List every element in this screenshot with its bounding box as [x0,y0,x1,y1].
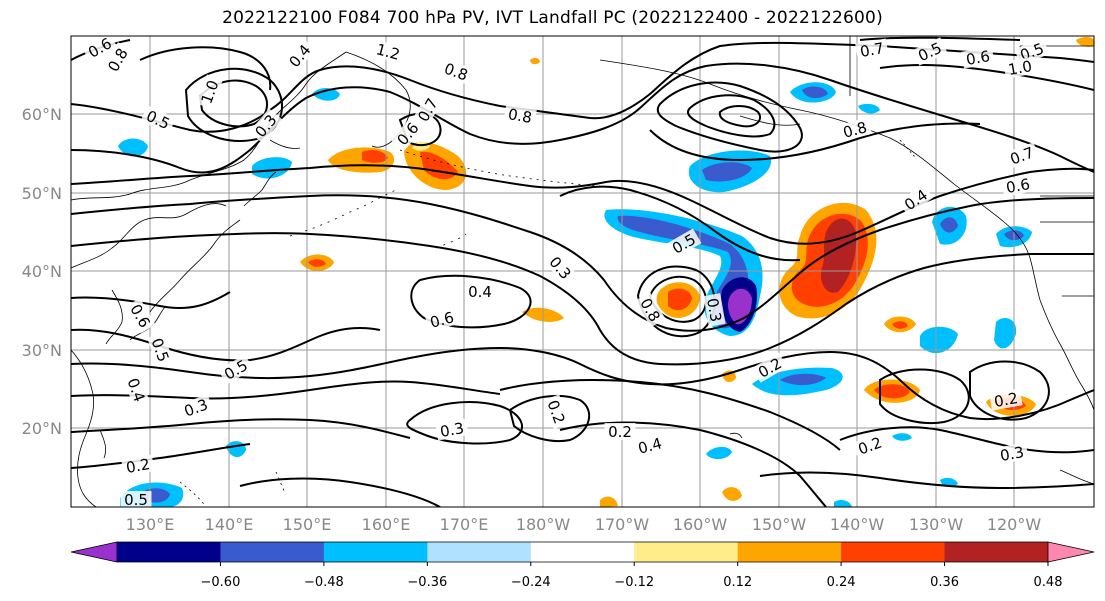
pv-contour-label: 0.6 [424,307,460,332]
longitude-labels: 130°E 140°E 150°E 160°E 170°E 180°W 170°W 160°W… [126,515,1042,534]
ivt-shading [118,37,1094,507]
colorbar-outline [117,541,1048,563]
pv-contour-label: 0.3 [703,293,726,327]
colorbar-tick-label: −0.12 [614,575,654,590]
map-frame [70,35,1095,508]
pv-contour-label: 0.3 [435,418,469,441]
contour-label-text: 0.3 [999,443,1026,465]
map-panel: 0.60.81.00.50.40.30.70.60.81.20.80.7 0.5 0… [71,36,1094,509]
pv-contour-label: 0.2 [989,388,1023,411]
contour-label-text: 0.8 [841,118,869,142]
contour-label-text: 0.6 [965,47,992,69]
longitude-label: 150°W [752,515,807,534]
contour-label-text: 0.2 [608,423,632,441]
colorbar-segment [427,542,532,562]
longitude-label: 160°E [362,515,411,534]
latitude-label: 30°N [22,341,62,360]
contour-label-text: 0.4 [636,434,664,458]
pv-contour-label: 0.2 [121,454,155,477]
colorbar-segment [530,542,635,562]
latitude-labels: 60°N 50°N 40°N 30°N 20°N [22,105,62,438]
contour-label-text: 0.6 [1005,175,1032,197]
latitude-label: 50°N [22,184,62,203]
contour-labels: 0.60.81.00.50.40.30.70.60.81.20.80.7 0.5 0… [82,36,1050,509]
contour-label-text: 0.5 [124,491,148,509]
colorbar-segment [220,542,325,562]
pv-contour-label: 0.7 [855,38,889,61]
colorbar-tick-label: −0.36 [407,575,447,590]
colorbar: −0.60 −0.48 −0.36 −0.24 −0.12 0.12 0.24 0.36 0.4… [70,541,1095,590]
latitude-label: 40°N [22,262,62,281]
pv-contour-label: 0.8 [837,117,873,142]
latitude-label: 60°N [22,105,62,124]
contour-label-text: 0.3 [703,297,725,324]
contour-label-text: 0.4 [468,283,492,301]
pv-contour-label: 0.6 [961,46,995,69]
pv-contour-label: 0.3 [995,442,1029,465]
longitude-label: 140°E [205,515,254,534]
colorbar-tick-label: −0.48 [304,575,344,590]
contour-label-text: 0.2 [993,389,1020,411]
pv-contours [71,36,1094,507]
map-title: 2022122100 F084 700 hPa PV, IVT Landfall… [222,8,883,28]
pv-contour-label: 0.4 [632,433,668,458]
colorbar-tick-label: 0.48 [1034,575,1063,590]
contour-label-text: 0.2 [125,455,152,477]
longitude-label: 170°W [595,515,650,534]
colorbar-segment [944,542,1049,562]
longitude-label: 130°W [909,515,964,534]
colorbar-tick-label: 0.24 [827,575,856,590]
latitude-label: 20°N [22,419,62,438]
pv-contour-label: 0.4 [464,283,496,301]
longitude-label: 150°E [283,515,332,534]
colorbar-segment [841,542,946,562]
pv-contour-label: 1.2 [370,39,406,64]
colorbar-segment [117,542,221,562]
contour-label-text: 0.7 [859,39,886,61]
longitude-label: 180°W [516,515,571,534]
colorbar-tick-label: 0.36 [930,575,959,590]
contour-label-text: 1.2 [374,40,402,64]
contour-label-text: 0.6 [428,308,456,332]
longitude-label: 170°E [440,515,489,534]
contour-label-text: 0.8 [507,105,534,127]
colorbar-segment [323,542,428,562]
pv-contour-label: 0.2 [604,423,636,441]
longitude-label: 160°W [673,515,728,534]
pv-contour-label: 1.0 [1003,56,1037,79]
pv-contour-label: 0.6 [1001,174,1035,197]
pv-contour-label: 0.5 [120,491,152,509]
longitude-label: 120°W [987,515,1042,534]
contour-label-text: 1.0 [1007,57,1034,79]
contour-label-text: 0.3 [439,419,466,441]
colorbar-tick-label: 0.12 [723,575,752,590]
colorbar-tick-label: −0.60 [201,575,241,590]
colorbar-segment [737,542,842,562]
longitude-label: 140°W [830,515,885,534]
colorbar-segment [634,542,739,562]
longitude-label: 130°E [126,515,175,534]
pv-contour-label: 0.8 [503,104,537,127]
colorbar-extend-low [70,541,118,563]
colorbar-extend-high [1047,541,1095,563]
colorbar-tick-label: −0.24 [511,575,551,590]
